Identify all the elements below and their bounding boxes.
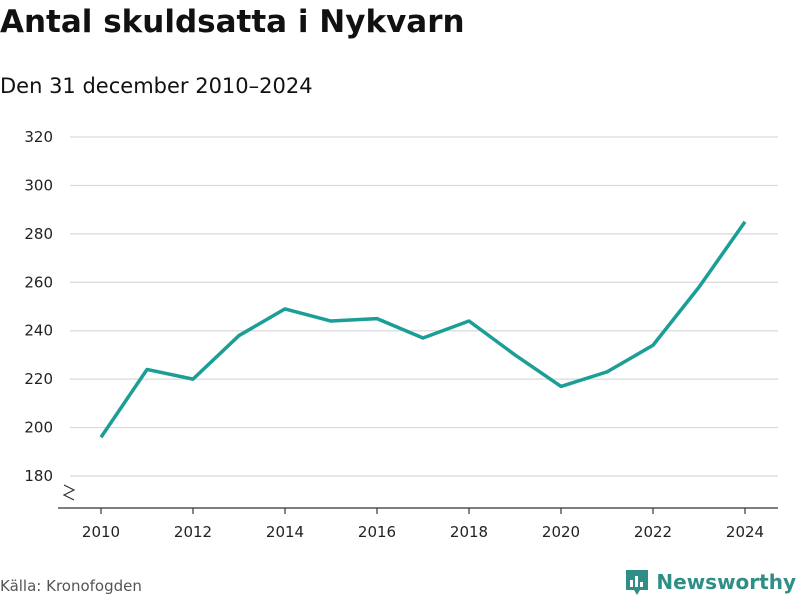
x-tick-label: 2024: [726, 523, 764, 541]
gridlines: [70, 136, 778, 477]
x-tick-label: 2016: [358, 523, 396, 541]
x-tick-label: 2010: [82, 523, 120, 541]
y-tick-label: 280: [24, 225, 53, 243]
x-tick-label: 2022: [634, 523, 672, 541]
series-line: [99, 220, 747, 439]
brand-logo: Newsworthy: [624, 568, 796, 596]
chart-title: Antal skuldsatta i Nykvarn: [0, 4, 465, 40]
y-tick-label: 200: [24, 419, 53, 437]
x-tick-label: 2018: [450, 523, 488, 541]
y-tick-label: 220: [24, 370, 53, 388]
x-tick-label: 2014: [266, 523, 304, 541]
bar-chart-icon: [626, 570, 649, 595]
chart-subtitle: Den 31 december 2010–2024: [0, 74, 313, 98]
y-tick-label: 180: [24, 467, 53, 485]
brand-name: Newsworthy: [656, 570, 796, 594]
y-tick-label: 260: [24, 273, 53, 291]
x-tick-labels: 2010 2012 2014 2016 2018 2020 2022 2024: [82, 508, 764, 541]
x-tick-label: 2020: [542, 523, 580, 541]
y-tick-label: 320: [24, 128, 53, 146]
source-note: Källa: Kronofogden: [0, 577, 142, 595]
y-tick-label: 240: [24, 322, 53, 340]
y-tick-label: 300: [24, 176, 53, 194]
axis-break-icon: [62, 484, 76, 501]
x-axis: [58, 484, 778, 509]
series: [99, 220, 747, 439]
y-tick-labels: 180 200 220 240 260 280 300 320: [24, 128, 53, 485]
x-tick-label: 2012: [174, 523, 212, 541]
